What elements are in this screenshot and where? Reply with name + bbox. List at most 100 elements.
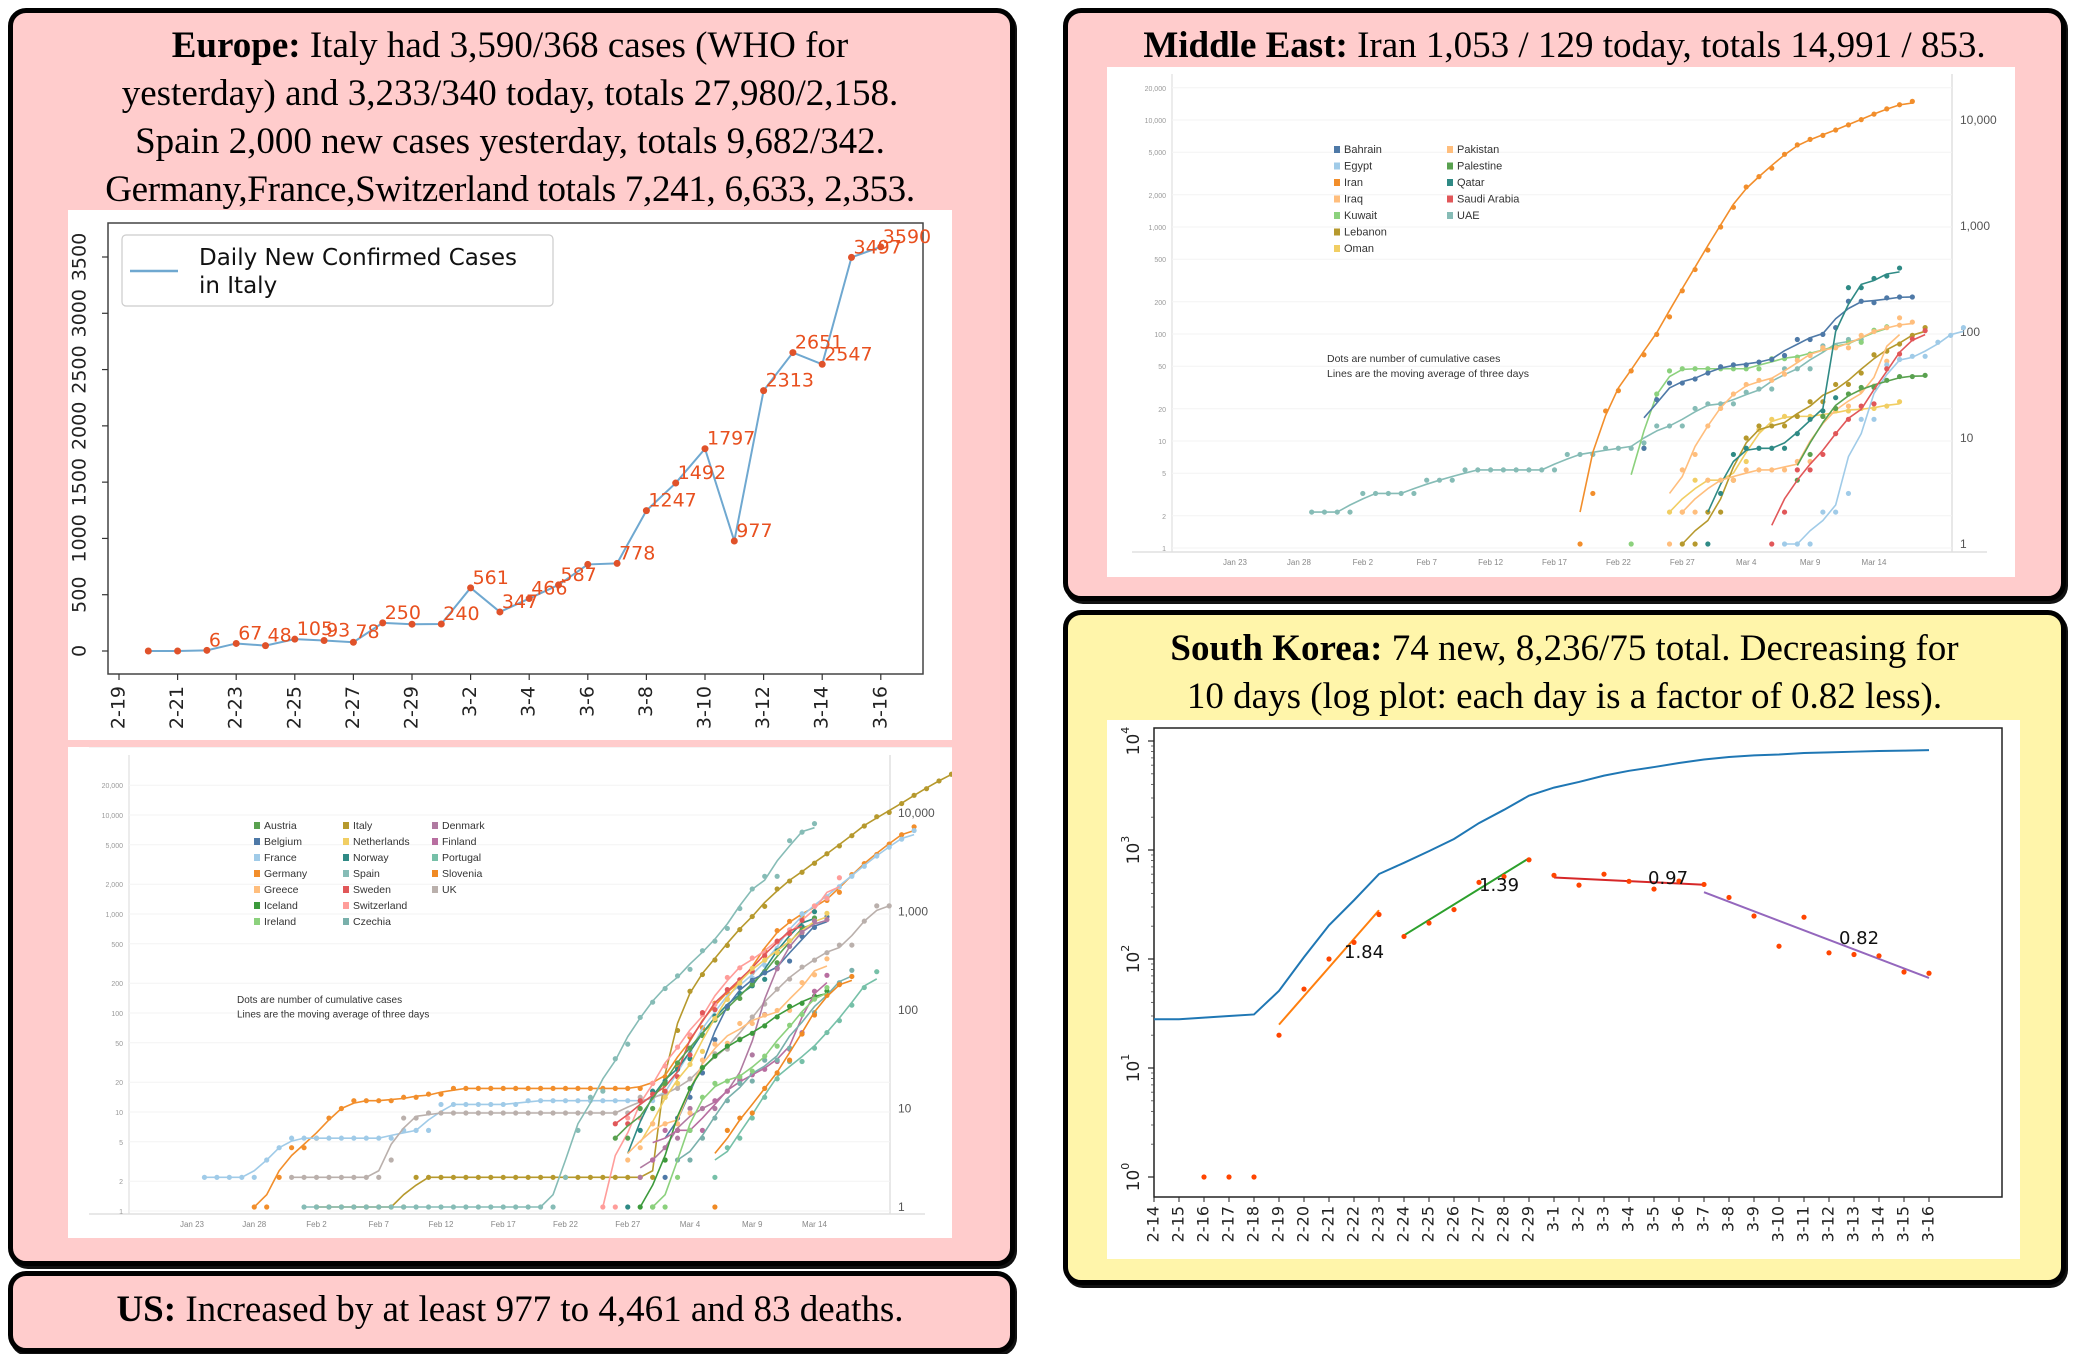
y-left-tick-label: 10,000: [1145, 118, 1167, 125]
data-point: [774, 1070, 780, 1076]
legend-label: Germany: [264, 868, 308, 880]
y-tick-label: 102: [1119, 945, 1144, 974]
x-tick-label: 2-14: [1144, 1206, 1163, 1242]
data-point: [712, 938, 718, 944]
data-point: [1845, 122, 1852, 128]
data-point: [1436, 477, 1443, 483]
series-line-uk: [291, 905, 890, 1179]
data-point: [625, 1157, 631, 1163]
legend-swatch: [254, 886, 260, 893]
data-point: [500, 1110, 506, 1116]
legend-swatch: [432, 886, 438, 893]
data-point: [301, 1204, 307, 1210]
data-point: [762, 1012, 768, 1018]
x-tick-label: 2-16: [1194, 1206, 1213, 1242]
data-point: [463, 1204, 469, 1210]
data-point: [861, 823, 867, 829]
x-tick-label: 2-28: [1494, 1206, 1513, 1242]
data-point: [687, 1110, 693, 1116]
data-point: [1781, 413, 1788, 419]
data-point: [413, 1094, 419, 1100]
data-point: [724, 1043, 730, 1049]
legend-label: Saudi Arabia: [1457, 194, 1520, 206]
legend-swatch: [254, 918, 260, 925]
daily-point: [1576, 882, 1582, 888]
data-point: [1539, 467, 1545, 473]
data-point: [575, 1127, 581, 1133]
data-point: [811, 903, 818, 909]
series-line-greece: [627, 965, 828, 1154]
data-point: [562, 1098, 569, 1104]
data-point: [811, 957, 818, 963]
x-tick-label: 2-15: [1169, 1206, 1188, 1242]
y-left-tick-label: 2: [119, 1179, 123, 1186]
data-point: [762, 903, 768, 909]
legend-swatch: [432, 838, 438, 845]
data-point: [1896, 351, 1903, 357]
data-point: [836, 982, 843, 988]
data-point: [612, 1098, 618, 1104]
x-tick-label: 3-8: [635, 686, 657, 717]
x-tick-label: 3-16: [1919, 1206, 1938, 1242]
data-point: [911, 827, 917, 834]
data-point: [1769, 386, 1775, 392]
data-point: [712, 1015, 718, 1022]
legend-label: Kuwait: [1344, 210, 1377, 222]
data-point: [1769, 423, 1775, 429]
data-label: 1247: [648, 490, 696, 512]
data-point: [749, 977, 755, 983]
data-point: [687, 1094, 693, 1100]
x-tick-label: Jan 23: [1223, 558, 1248, 567]
data-label: 3590: [883, 226, 931, 248]
daily-point: [1776, 943, 1782, 949]
data-point: [1705, 401, 1711, 407]
data-point: [1718, 364, 1724, 370]
y-tick-label: 101: [1119, 1054, 1144, 1083]
data-point: [1705, 366, 1711, 372]
data-point: [699, 1135, 706, 1141]
data-point: [313, 1174, 320, 1180]
data-point: [1730, 366, 1737, 372]
data-point: [1794, 336, 1800, 343]
data-point: [1743, 389, 1749, 395]
y-tick-label: 0: [69, 645, 91, 657]
y-left-tick-label: 20,000: [1145, 86, 1167, 93]
data-point: [1871, 275, 1877, 282]
data-point: [1781, 371, 1788, 377]
data-point: [1628, 445, 1634, 451]
data-point: [712, 1105, 718, 1112]
data-point: [799, 829, 805, 835]
data-point: [699, 1065, 706, 1071]
data-point: [1756, 174, 1762, 180]
data-point: [301, 1135, 307, 1141]
y-left-tick-label: 10: [1158, 439, 1166, 446]
data-point: [612, 1085, 618, 1091]
data-point: [625, 1204, 631, 1210]
data-point: [724, 974, 730, 981]
data-point: [799, 1031, 805, 1037]
data-point: [239, 1174, 245, 1180]
data-point: [1807, 136, 1813, 142]
x-tick-label: 3-6: [1669, 1206, 1688, 1232]
data-point: [637, 1127, 643, 1133]
data-point: [1833, 395, 1839, 401]
x-tick-label: 2-25: [1419, 1206, 1438, 1242]
data-point: [1909, 336, 1915, 342]
data-point: [1820, 331, 1826, 337]
data-point: [1347, 509, 1353, 515]
data-point: [1692, 509, 1698, 515]
europe-headline: Europe: Italy had 3,590/368 cases (WHO f…: [10, 22, 1010, 214]
data-point: [836, 884, 843, 890]
data-point: [774, 886, 780, 892]
data-point: [575, 1174, 581, 1180]
data-point: [425, 1204, 432, 1210]
data-point: [425, 1110, 432, 1116]
x-tick-label: 2-29: [401, 686, 423, 729]
series-line-sweden: [614, 925, 803, 1125]
x-tick-label: 3-6: [576, 686, 598, 717]
data-point: [488, 1174, 494, 1180]
y-tick-label: 3000: [69, 289, 91, 337]
fit-factor-label: 0.82: [1839, 928, 1879, 949]
daily-point: [1626, 878, 1632, 884]
data-point: [724, 942, 730, 948]
